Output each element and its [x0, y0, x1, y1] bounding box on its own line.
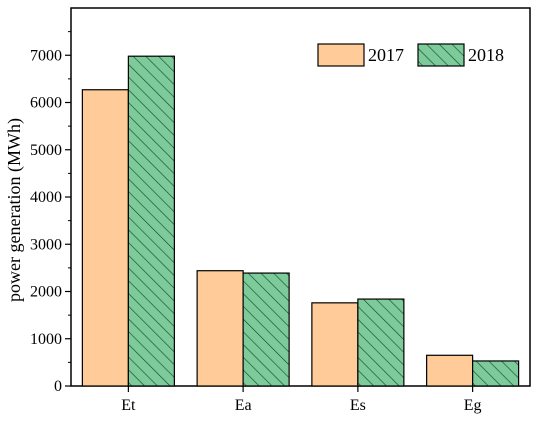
- y-tick-label: 2000: [30, 284, 62, 301]
- y-tick-label: 5000: [30, 142, 62, 159]
- bar-2017-Es: [311, 302, 359, 387]
- bar-2018-Ea: [242, 272, 290, 387]
- x-tick-label-Ea: Ea: [235, 397, 252, 414]
- x-tick-label-Et: Et: [121, 397, 136, 414]
- x-tick-label-Es: Es: [350, 397, 366, 414]
- y-tick-label: 0: [54, 378, 62, 395]
- bar-2018-Es: [357, 298, 405, 387]
- legend-label-2018: 2018: [468, 45, 504, 65]
- bar-2017-Et: [81, 89, 129, 387]
- legend-swatch-2017: [317, 43, 365, 67]
- x-tick-label-Eg: Eg: [464, 397, 482, 414]
- y-tick-label: 6000: [30, 95, 62, 112]
- bar-2017-Ea: [196, 270, 244, 387]
- legend-label-2017: 2017: [368, 45, 404, 65]
- y-tick-label: 7000: [30, 47, 62, 64]
- bar-2018-Et: [127, 55, 175, 387]
- legend-swatch-2018: [417, 43, 465, 67]
- y-tick-label: 1000: [30, 331, 62, 348]
- y-axis-title: power generation (MWh): [4, 118, 25, 302]
- y-tick-label: 3000: [30, 236, 62, 253]
- y-tick-label: 4000: [30, 189, 62, 206]
- bar-2017-Eg: [426, 354, 474, 387]
- bar-2018-Eg: [472, 360, 520, 387]
